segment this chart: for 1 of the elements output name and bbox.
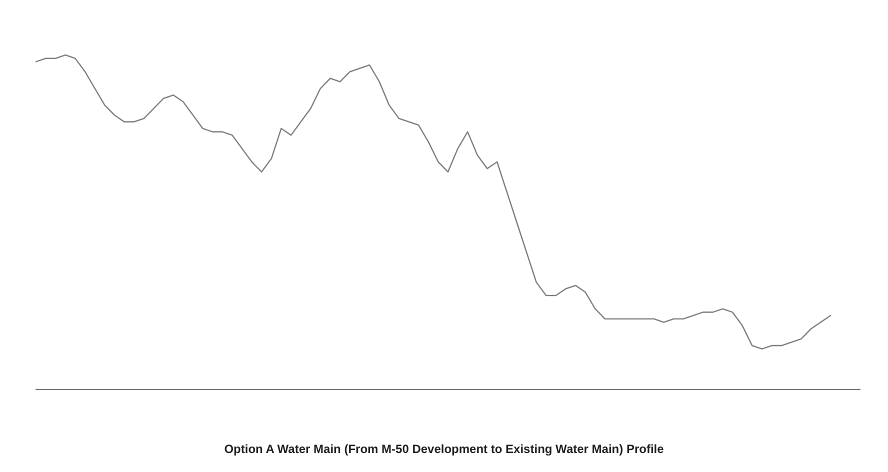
text: Option A Water Main (From M-50 Development to Existing Water Main) Profile [224,442,664,456]
